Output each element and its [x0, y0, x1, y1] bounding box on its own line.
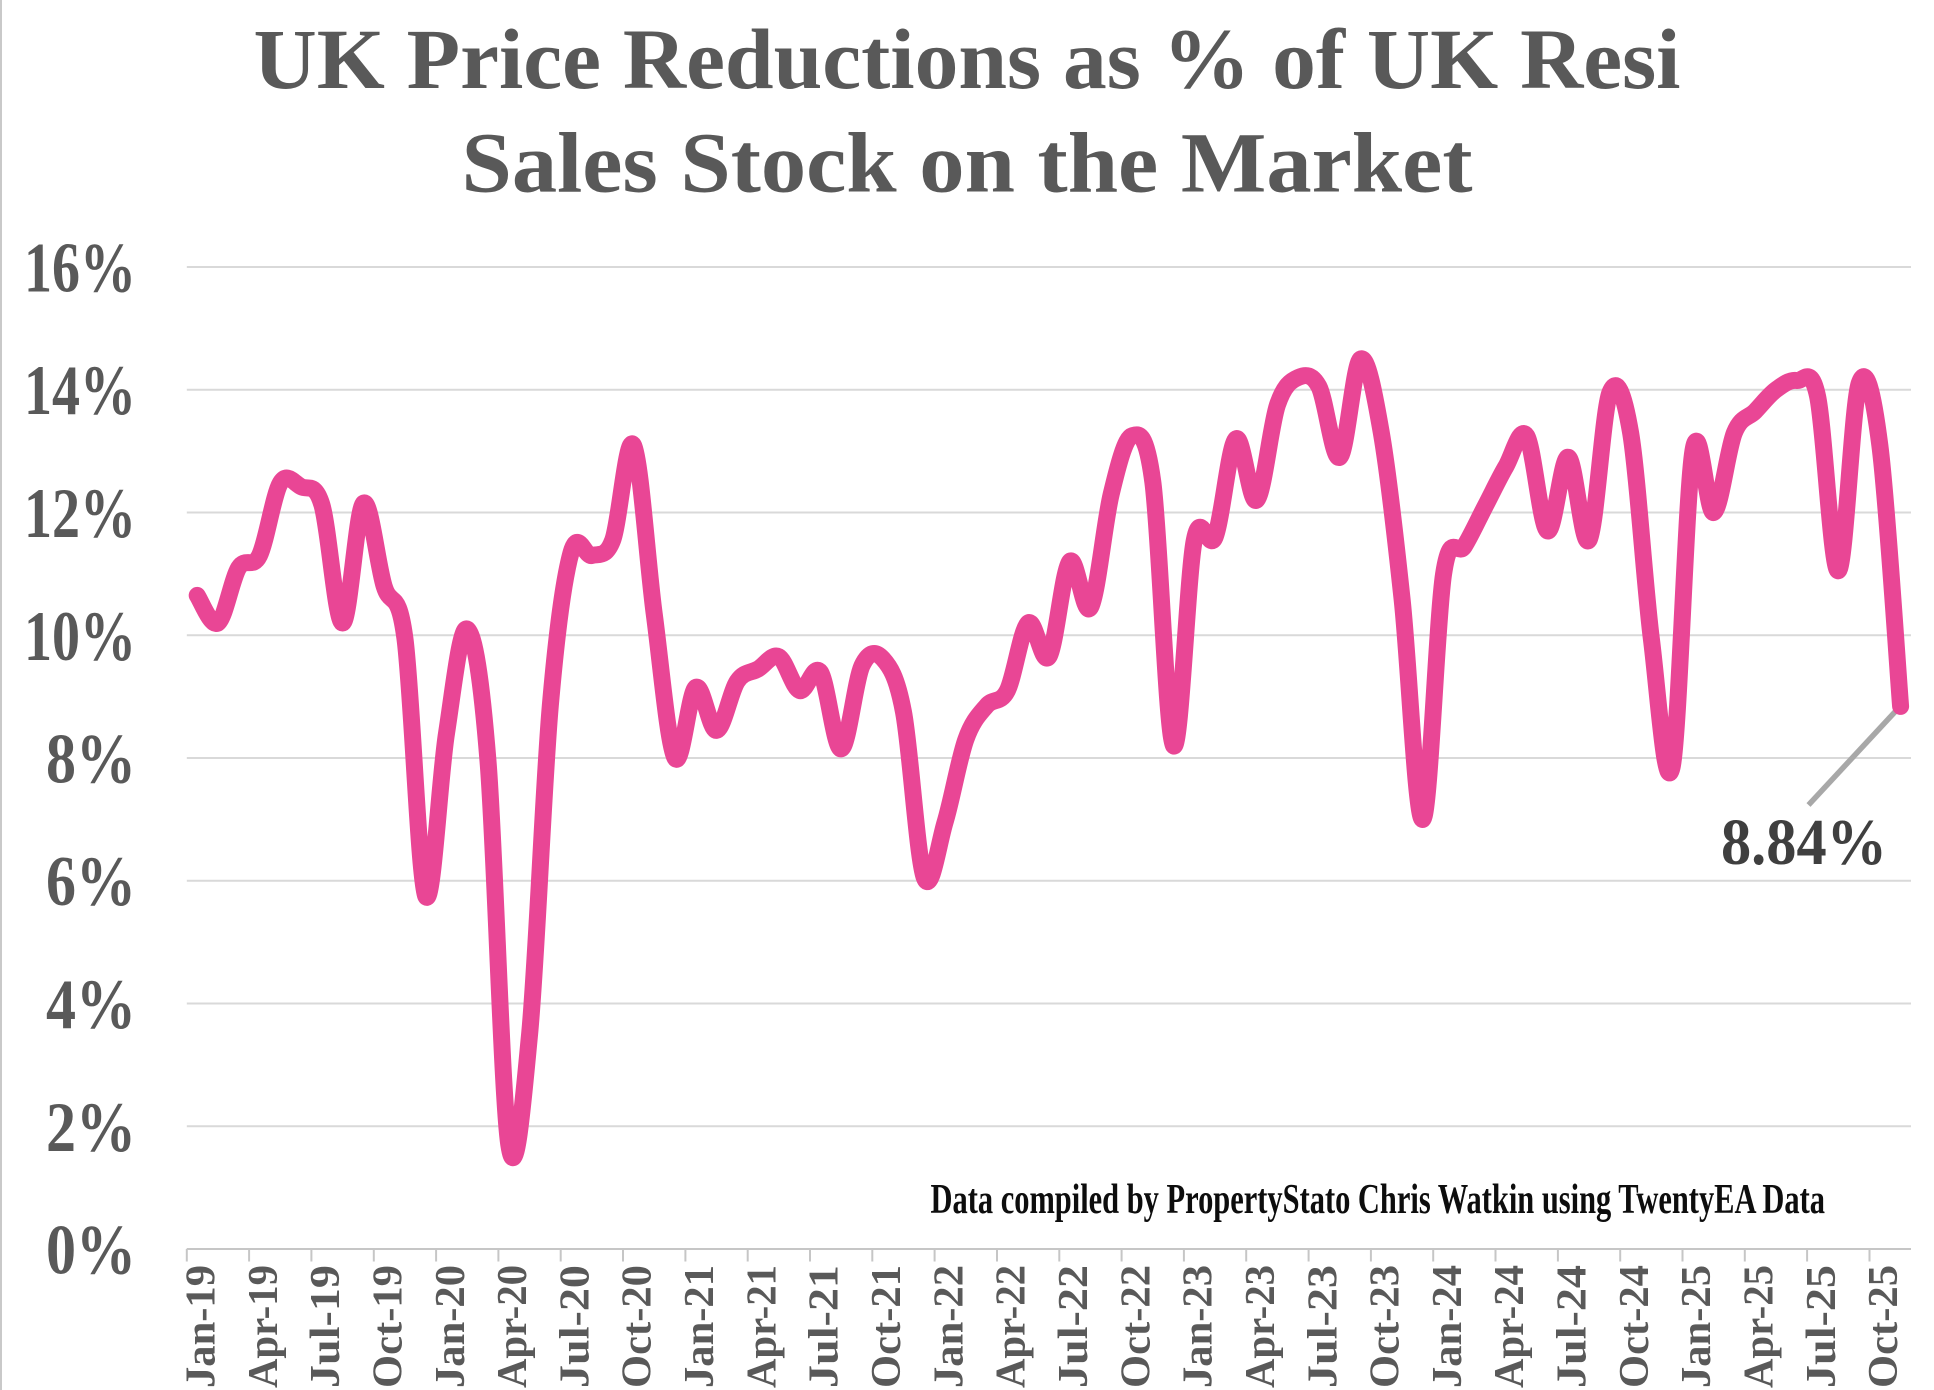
svg-text:Oct-25: Oct-25	[1860, 1265, 1907, 1388]
svg-text:Jul-22: Jul-22	[1050, 1265, 1097, 1388]
svg-text:0%: 0%	[46, 1212, 136, 1290]
svg-text:Jan-24: Jan-24	[1424, 1265, 1471, 1388]
svg-text:4%: 4%	[46, 966, 136, 1044]
svg-text:Jul-23: Jul-23	[1299, 1265, 1346, 1388]
svg-text:Jul-25: Jul-25	[1798, 1265, 1845, 1388]
svg-text:Jul-21: Jul-21	[801, 1265, 848, 1388]
svg-text:Jan-22: Jan-22	[925, 1265, 972, 1388]
svg-text:Apr-23: Apr-23	[1237, 1265, 1284, 1388]
svg-text:Apr-20: Apr-20	[489, 1265, 536, 1388]
svg-text:Apr-19: Apr-19	[240, 1265, 287, 1388]
svg-text:Oct-23: Oct-23	[1362, 1265, 1409, 1388]
svg-text:10%: 10%	[24, 598, 136, 676]
svg-text:Jan-21: Jan-21	[676, 1265, 723, 1388]
svg-text:Apr-22: Apr-22	[988, 1265, 1035, 1388]
svg-text:Apr-25: Apr-25	[1736, 1265, 1783, 1388]
svg-text:Oct-24: Oct-24	[1611, 1265, 1658, 1388]
svg-text:2%: 2%	[46, 1089, 136, 1167]
svg-text:Oct-21: Oct-21	[863, 1265, 910, 1388]
svg-text:Oct-19: Oct-19	[364, 1265, 411, 1388]
svg-text:16%: 16%	[24, 230, 136, 308]
svg-text:UK Price Reductions as % of UK: UK Price Reductions as % of UK Resi	[254, 13, 1681, 107]
svg-text:Jan-23: Jan-23	[1175, 1265, 1222, 1388]
svg-text:14%: 14%	[24, 352, 136, 430]
svg-text:Oct-22: Oct-22	[1112, 1265, 1159, 1388]
svg-text:Jan-20: Jan-20	[427, 1265, 474, 1388]
svg-text:8%: 8%	[46, 721, 136, 799]
svg-text:Oct-20: Oct-20	[614, 1265, 661, 1388]
svg-text:Jan-19: Jan-19	[178, 1265, 225, 1388]
svg-text:Jul-20: Jul-20	[551, 1265, 598, 1388]
svg-text:Apr-21: Apr-21	[738, 1265, 785, 1388]
svg-text:Jul-19: Jul-19	[302, 1265, 349, 1388]
svg-text:Jul-24: Jul-24	[1549, 1265, 1596, 1388]
svg-text:Apr-24: Apr-24	[1486, 1265, 1533, 1388]
svg-text:6%: 6%	[46, 843, 136, 921]
svg-text:12%: 12%	[24, 475, 136, 553]
svg-text:Jan-25: Jan-25	[1673, 1265, 1720, 1388]
svg-text:Sales Stock on the Market: Sales Stock on the Market	[462, 117, 1474, 211]
svg-text:8.84%: 8.84%	[1721, 806, 1887, 879]
svg-text:Data compiled by PropertyStato: Data compiled by PropertyStato Chris Wat…	[931, 1176, 1826, 1223]
